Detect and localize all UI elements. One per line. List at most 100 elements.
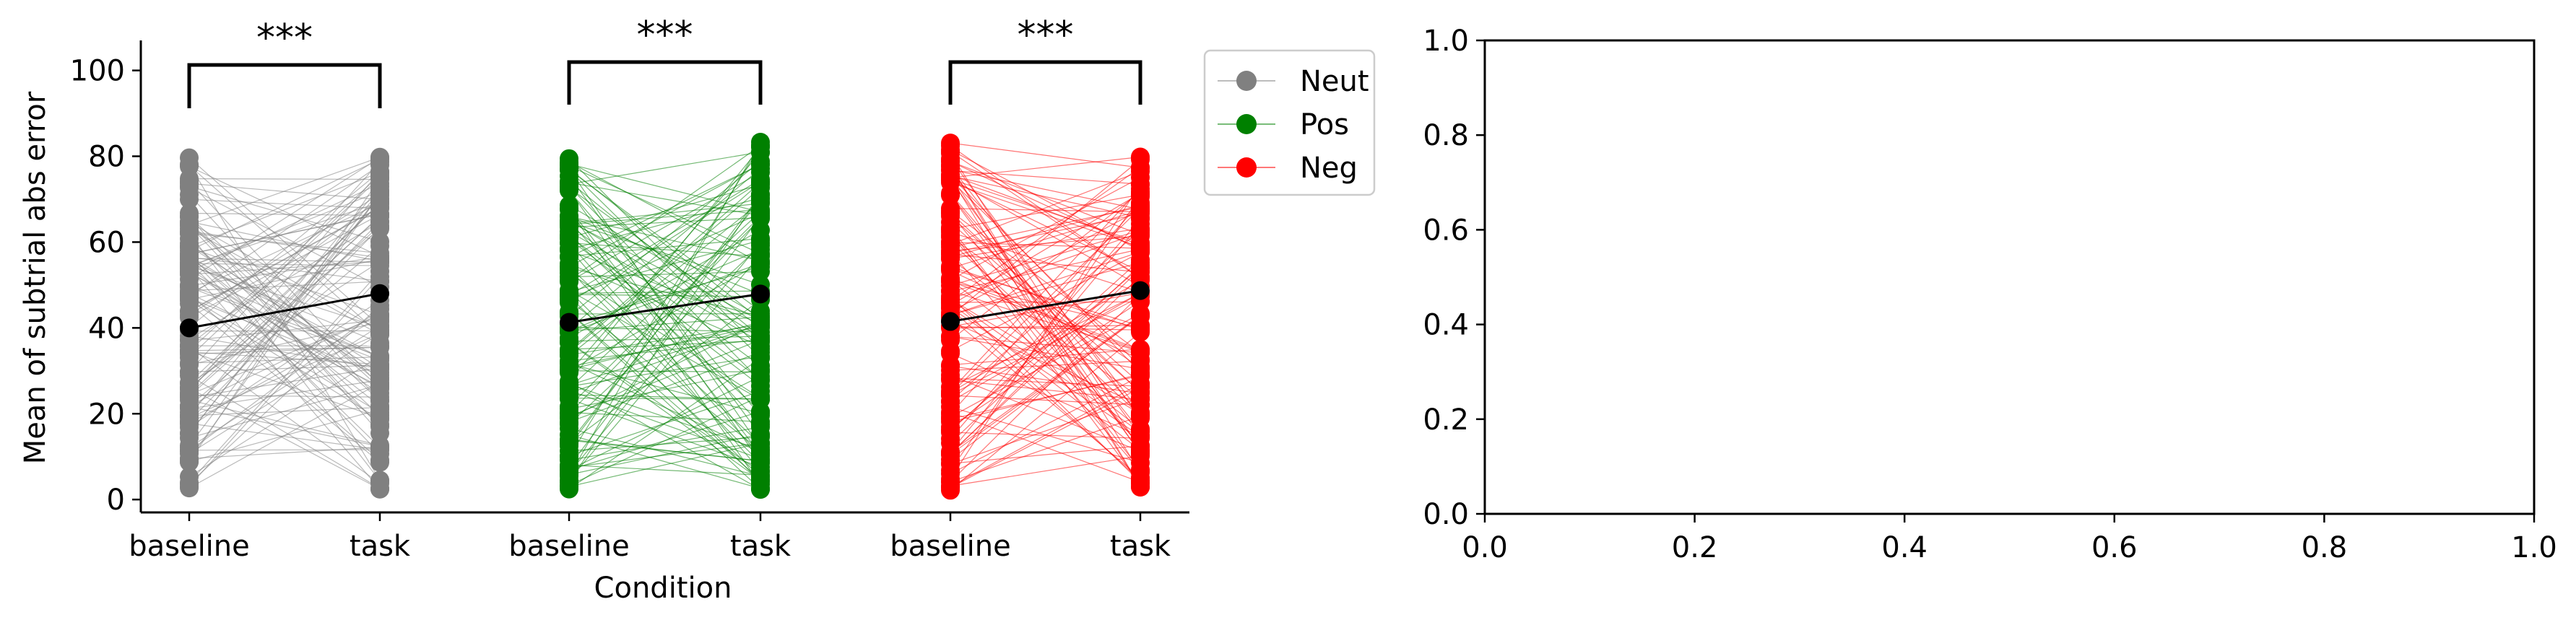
subject-line: [950, 213, 1141, 254]
subject-line: [950, 336, 1141, 370]
subject-point-task: [751, 220, 770, 240]
subject-line: [950, 258, 1141, 399]
mean-line: [950, 289, 1141, 323]
subject-line: [950, 175, 1141, 219]
subject-line: [950, 395, 1141, 406]
subject-line: [188, 406, 381, 416]
subject-line: [568, 216, 761, 467]
subject-point-task: [370, 206, 389, 225]
subject-point-baseline: [941, 377, 960, 397]
mean-point-baseline: [941, 312, 960, 331]
subject-point-baseline: [180, 438, 199, 458]
subject-line: [950, 455, 1141, 486]
subject-point-baseline: [941, 219, 960, 239]
subject-line: [188, 271, 381, 484]
subject-line: [950, 316, 1141, 455]
y-tick-label: 100: [70, 55, 125, 88]
subject-line: [950, 156, 1141, 178]
right-x-tick-label: 0.4: [1881, 531, 1927, 564]
subject-point-baseline: [560, 177, 578, 196]
subject-line: [950, 365, 1141, 394]
subject-point-task: [751, 371, 770, 390]
x-tick-label: baseline: [890, 530, 1011, 563]
subject-line: [950, 142, 1141, 168]
subject-point-task: [1131, 185, 1150, 204]
subject-line: [568, 212, 761, 300]
subject-line: [950, 379, 1141, 401]
subject-line: [188, 300, 381, 421]
subject-line: [950, 232, 1141, 293]
x-tick-label: task: [350, 530, 411, 563]
right-y-tick-label: 0.0: [1423, 498, 1469, 531]
subject-line: [188, 180, 381, 387]
subject-point-baseline: [941, 245, 960, 264]
left-plot: 0 20 40 60 80 100 baseline task baseline task base…: [19, 14, 1189, 605]
subject-line: [950, 194, 1141, 432]
significance-bracket: [187, 63, 382, 108]
subject-line: [188, 267, 381, 490]
subject-line: [188, 258, 381, 300]
subject-point-task: [751, 301, 770, 320]
subject-point-baseline: [560, 233, 578, 253]
subject-line: [950, 167, 1141, 302]
subject-line: [188, 335, 381, 370]
subject-line: [568, 182, 761, 351]
mean-point-baseline: [180, 318, 199, 338]
subject-point-task: [370, 377, 389, 396]
subject-line: [188, 346, 381, 484]
subject-line: [950, 397, 1141, 465]
subject-line: [950, 294, 1141, 483]
subject-line: [188, 223, 381, 401]
subject-point-baseline: [941, 476, 960, 496]
subject-point-task: [1131, 200, 1150, 219]
subject-line: [568, 427, 761, 461]
subject-line: [950, 248, 1141, 292]
subject-line: [568, 336, 761, 342]
subject-line: [188, 214, 381, 255]
y-tick-label: 80: [88, 141, 125, 174]
subject-line: [568, 254, 761, 481]
subject-line: [568, 411, 761, 471]
subject-line: [950, 266, 1141, 331]
subject-point-baseline: [941, 293, 960, 312]
subject-line: [568, 169, 761, 312]
subject-line: [188, 228, 381, 389]
subject-line: [188, 178, 381, 180]
significance-label: ***: [1018, 14, 1074, 57]
subject-point-task: [751, 138, 770, 157]
subject-line: [950, 296, 1141, 395]
subject-point-baseline: [941, 341, 960, 361]
subject-point-baseline: [941, 421, 960, 440]
right-y-tick-label: 0.2: [1423, 403, 1469, 437]
subject-line: [188, 333, 381, 455]
subject-line: [950, 227, 1141, 471]
subject-line: [188, 194, 381, 460]
subject-line: [188, 203, 381, 383]
subject-line: [950, 230, 1141, 287]
subject-line: [950, 411, 1141, 483]
x-tick-label: baseline: [129, 530, 250, 563]
subject-point-baseline: [180, 222, 199, 241]
subject-line: [568, 165, 761, 255]
subject-point-baseline: [180, 154, 199, 174]
legend-label-neut: Neut: [1300, 65, 1369, 98]
subject-line: [950, 445, 1141, 464]
subject-line: [568, 147, 761, 383]
subject-point-task: [751, 433, 770, 453]
subject-line: [188, 166, 381, 257]
mean-point-task: [370, 284, 389, 303]
subject-line: [950, 177, 1141, 281]
subject-line: [188, 186, 381, 416]
subject-point-baseline: [180, 473, 199, 492]
subject-line: [950, 292, 1141, 328]
subject-point-task: [751, 390, 770, 409]
subject-point-baseline: [560, 248, 578, 267]
subject-line: [950, 193, 1141, 306]
subject-line: [950, 159, 1141, 317]
subject-line: [188, 233, 381, 481]
subject-line: [188, 351, 381, 365]
x-tick-label: task: [730, 530, 792, 563]
subject-line: [568, 160, 761, 317]
subject-line: [188, 245, 381, 407]
subject-line: [568, 398, 761, 400]
